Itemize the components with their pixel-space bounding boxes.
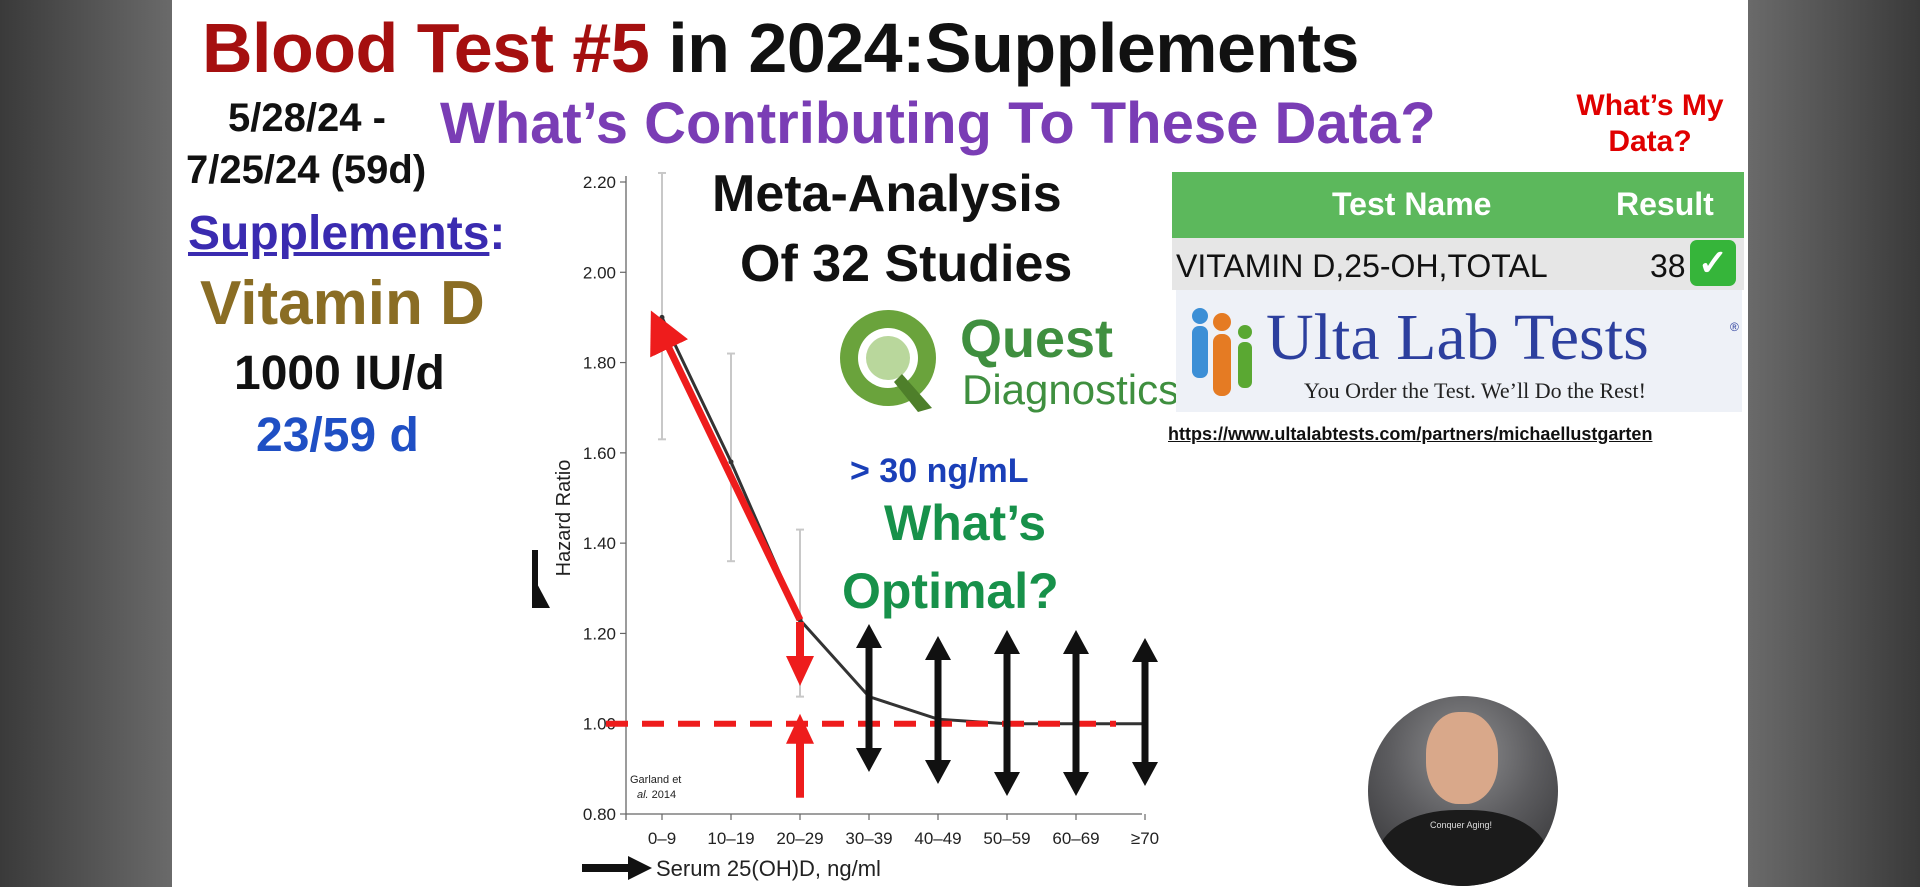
double-arrow-down-icon [1063, 772, 1089, 796]
presenter-avatar: Conquer Aging! [1368, 696, 1558, 886]
citation-year: 2014 [649, 789, 677, 801]
quest-diagnostics-word: Diagnostics [962, 366, 1180, 413]
check-mark-glyph: ✓ [1697, 242, 1729, 283]
table-cell-result: 38 [1650, 248, 1686, 284]
double-arrow-down-icon [856, 748, 882, 772]
supplements-label: Supplements [188, 207, 490, 260]
double-arrow-shaft [1003, 650, 1011, 776]
ulta-registered-mark: ® [1730, 320, 1739, 334]
table-header-test-name: Test Name [1332, 186, 1492, 222]
svg-text:al. 2014: al. 2014 [637, 789, 676, 801]
whats-my-data-label: What’s My Data? [1576, 89, 1724, 158]
double-arrow-shaft [1141, 658, 1149, 766]
hazard-ratio-chart: 0.80 1.00 1.20 1.40 1.60 1.80 2.00 2.20 0–9 10–19… [532, 171, 1159, 881]
title-year: in 2024: [649, 9, 925, 87]
double-arrow-up-icon [1063, 630, 1089, 654]
red-down-arrow-icon [786, 656, 814, 686]
data-point [728, 459, 734, 465]
double-arrow-down-icon [1132, 762, 1158, 786]
y-tick-label: 2.20 [583, 173, 616, 192]
x-tick-label: 30–39 [845, 829, 892, 848]
y-tick-label: 1.60 [583, 444, 616, 463]
quest-logo-icon [840, 310, 936, 412]
citation-etal: al. [637, 789, 649, 801]
presenter-head [1426, 712, 1498, 804]
y-tick-label: 2.00 [583, 263, 616, 282]
x-tick-label: 10–19 [707, 829, 754, 848]
threshold-annotation: > 30 ng/mL [850, 452, 1029, 490]
date-range-end: 7/25/24 (59d) [186, 148, 427, 192]
x-tick-label: 20–29 [776, 829, 823, 848]
y-tick-label: 0.80 [583, 805, 616, 824]
red-up-arrow-icon [786, 713, 814, 744]
y-tick-label: 1.80 [583, 354, 616, 373]
quest-wordmark: Quest [960, 309, 1114, 369]
x-axis-arrow-head-icon [628, 856, 652, 880]
slide-subtitle: What’s Contributing To These Data? [440, 91, 1436, 156]
y-tick-label: 1.40 [583, 534, 616, 553]
citation: Garland et al. 2014 [630, 774, 681, 801]
y-axis-arrow-shaft [532, 550, 538, 608]
double-arrow-shaft [865, 644, 873, 752]
presenter-shirt [1378, 810, 1548, 886]
double-arrow-down-icon [925, 760, 951, 784]
red-down-arrow-shaft [796, 622, 804, 658]
double-arrow-up-icon [994, 630, 1020, 654]
date-range-start: 5/28/24 - [228, 96, 386, 140]
quest-diagnostics-text: Diagnostics™ [962, 366, 1193, 414]
ulta-lab-tests-banner[interactable]: Ulta Lab Tests ® You Order the Test. We’… [1176, 290, 1742, 412]
title-test-number: Blood Test #5 [202, 9, 650, 87]
presenter-shirt-text: Conquer Aging! [1430, 820, 1493, 830]
svg-text:Garland et: Garland et [630, 774, 681, 786]
supplement-days: 23/59 d [256, 409, 419, 462]
x-tick-label: 50–59 [983, 829, 1030, 848]
table-header: Test Name Result [1172, 172, 1744, 238]
lab-result-table: Test Name Result VITAMIN D,25-OH,TOTAL 3… [1172, 172, 1744, 290]
double-arrow-up-icon [1132, 638, 1158, 662]
table-cell-test-name: VITAMIN D,25-OH,TOTAL [1176, 248, 1548, 284]
x-tick-label: 0–9 [648, 829, 676, 848]
supplements-colon: : [489, 207, 506, 260]
double-arrow-shaft [934, 656, 942, 764]
double-arrow-up-icon [856, 624, 882, 648]
table-row: VITAMIN D,25-OH,TOTAL 38 ✓ [1172, 238, 1744, 290]
x-axis-label: Serum 25(OH)D, ng/ml [656, 856, 881, 881]
left-letterbox [0, 0, 172, 887]
meta-analysis-line1: Meta-Analysis [712, 165, 1062, 223]
x-tick-label: ≥70 [1131, 829, 1159, 848]
x-tick-label: 60–69 [1052, 829, 1099, 848]
x-axis-arrow-shaft [582, 864, 628, 872]
x-tick-label: 40–49 [914, 829, 961, 848]
ulta-brand-name: Ulta Lab Tests [1266, 301, 1649, 374]
supplements-heading: Supplements: [188, 206, 505, 261]
double-arrow-shaft [1072, 650, 1080, 776]
title-topic: Supplements [924, 9, 1360, 87]
hazard-ratio-series-line [660, 316, 1145, 726]
y-tick-label: 1.20 [583, 624, 616, 643]
check-mark-icon: ✓ [1690, 240, 1736, 286]
double-arrow-down-icon [994, 772, 1020, 796]
table-header-result: Result [1616, 186, 1714, 222]
supplement-dose: 1000 IU/d [234, 347, 445, 400]
data-point [659, 314, 665, 320]
ulta-family-logo-icon [1192, 308, 1252, 396]
meta-analysis-line2: Of 32 Studies [740, 235, 1073, 293]
slide: Blood Test #5 in 2024:Supplements 5/28/2… [172, 0, 1748, 887]
slide-title: Blood Test #5 in 2024:Supplements [202, 8, 1359, 88]
right-letterbox [1748, 0, 1920, 887]
supplement-name: Vitamin D [200, 269, 485, 338]
red-trend-arrow-icon [650, 310, 804, 622]
y-tick-label: 1.00 [583, 715, 616, 734]
y-axis-label: Hazard Ratio [553, 460, 575, 577]
optimal-question-line2: Optimal? [842, 563, 1059, 619]
double-arrow-up-icon [925, 636, 951, 660]
optimal-question-line1: What’s [884, 495, 1047, 551]
red-up-arrow-shaft [796, 741, 804, 798]
citation-author: Garland et [630, 774, 681, 786]
ulta-partner-link[interactable]: https://www.ultalabtests.com/partners/mi… [1168, 424, 1653, 444]
ulta-tagline: You Order the Test. We’ll Do the Rest! [1304, 378, 1646, 403]
